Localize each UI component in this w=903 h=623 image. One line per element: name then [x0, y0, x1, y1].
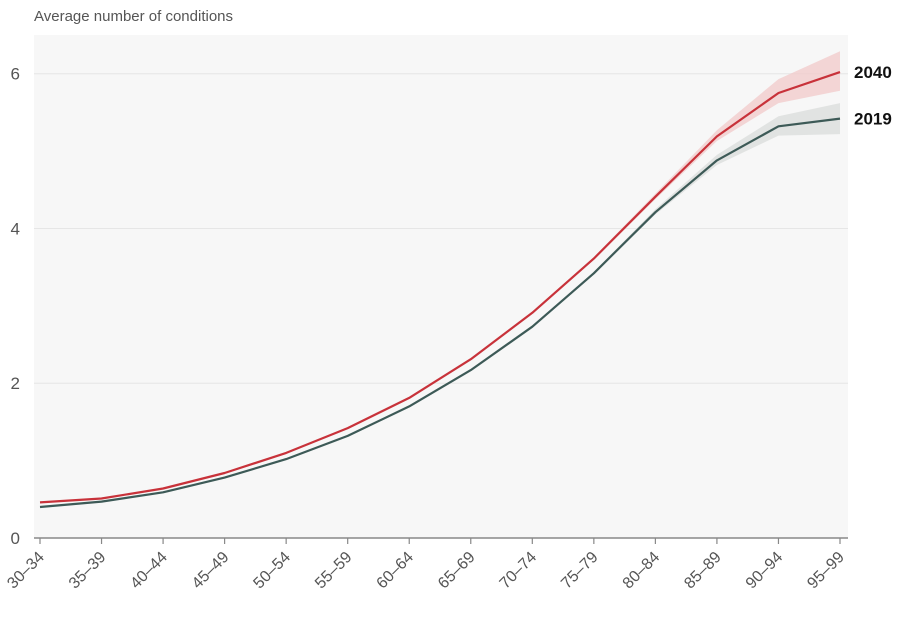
line-2040 — [39, 71, 841, 504]
y-tick-labels: 0 2 4 6 — [11, 65, 20, 548]
y-tick-label-2: 2 — [11, 374, 20, 393]
y-tick-label-0: 0 — [11, 529, 20, 548]
y-tick-label-4: 4 — [11, 219, 20, 238]
x-tick-label: 95–99 — [804, 549, 848, 593]
x-tick-label: 40–44 — [127, 549, 171, 593]
y-axis-label: Average number of conditions — [34, 8, 233, 25]
x-tick-label: 75–79 — [558, 549, 602, 593]
band-2019 — [40, 103, 840, 508]
x-tick-label: 70–74 — [497, 549, 541, 593]
x-tick-labels: 30–34 35–39 40–44 45–49 50–54 55–59 60–64 65–69… — [4, 538, 848, 592]
confidence-bands — [40, 51, 840, 508]
grid-lines — [34, 73, 848, 384]
x-tick-label: 65–69 — [435, 549, 479, 593]
series-label-2040: 2040 — [854, 63, 892, 82]
x-tick-label: 35–39 — [66, 549, 110, 593]
x-tick-label: 55–59 — [312, 549, 356, 593]
x-tick-label: 90–94 — [743, 549, 787, 593]
line-2019 — [39, 117, 841, 509]
band-2040 — [40, 51, 840, 504]
x-tick-label: 80–84 — [620, 549, 664, 593]
series-lines — [39, 71, 841, 509]
x-tick-label: 50–54 — [250, 549, 294, 593]
x-tick-label: 45–49 — [189, 549, 233, 593]
x-tick-label: 30–34 — [4, 549, 48, 593]
x-tick-label: 85–89 — [681, 549, 725, 593]
series-label-2019: 2019 — [854, 110, 892, 129]
plot-background — [34, 35, 848, 538]
series-labels: 2040 2019 — [854, 63, 892, 128]
y-tick-label-6: 6 — [11, 65, 20, 84]
x-tick-label: 60–64 — [374, 549, 418, 593]
